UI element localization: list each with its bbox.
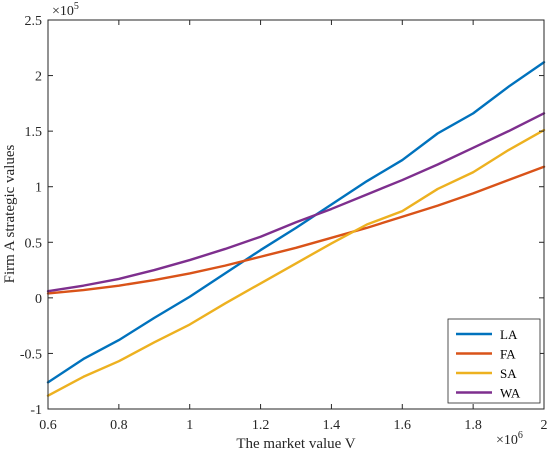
y-tick-label: -1 [30,403,42,418]
legend-label-la: LA [500,327,518,342]
y-axis-title: Firm A strategic values [2,144,18,283]
y-tick-label: 2.5 [25,14,43,29]
y-tick-label: 1 [35,181,42,196]
x-multiplier-label: ×106 [496,430,523,448]
legend-label-wa: WA [500,386,521,401]
y-multiplier-label: ×105 [52,1,79,19]
legend-box [447,318,541,404]
y-tick-label: 0 [35,292,42,307]
y-tick-label: -0.5 [20,347,42,362]
x-tick-label: 1.8 [464,418,482,433]
plot-box [47,19,545,410]
x-axis-title: The market value V [236,436,355,452]
series-lines [46,61,546,397]
x-tick-label: 1.2 [252,418,270,433]
legend: LA FA SA WA [447,318,541,404]
x-tick-label: 1.6 [394,418,412,433]
y-tick-label: 0.5 [25,236,43,251]
axis-ticks: 0.6 0.8 1 1.2 1.4 1.6 1.8 2 -1 -0.5 0 0.5 1 1.5 2 2.5 [20,14,548,433]
series-line-fa [46,165,546,295]
y-tick-label: 2 [35,70,42,85]
series-line-sa [46,128,546,397]
legend-label-fa: FA [500,347,516,362]
x-tick-label: 1 [186,418,193,433]
y-multiplier-base: ×10 [52,4,74,19]
x-tick-label: 0.6 [39,418,57,433]
y-tick-label: 1.5 [25,125,43,140]
x-tick-label: 1.4 [323,418,341,433]
series-line-la [46,61,546,384]
series-line-wa [46,112,546,293]
y-multiplier-exponent: 5 [74,1,79,12]
x-multiplier-base: ×10 [496,433,518,448]
x-multiplier-exponent: 6 [518,430,523,441]
x-tick-label: 2 [541,418,548,433]
x-tick-label: 0.8 [110,418,128,433]
legend-label-sa: SA [500,366,517,381]
